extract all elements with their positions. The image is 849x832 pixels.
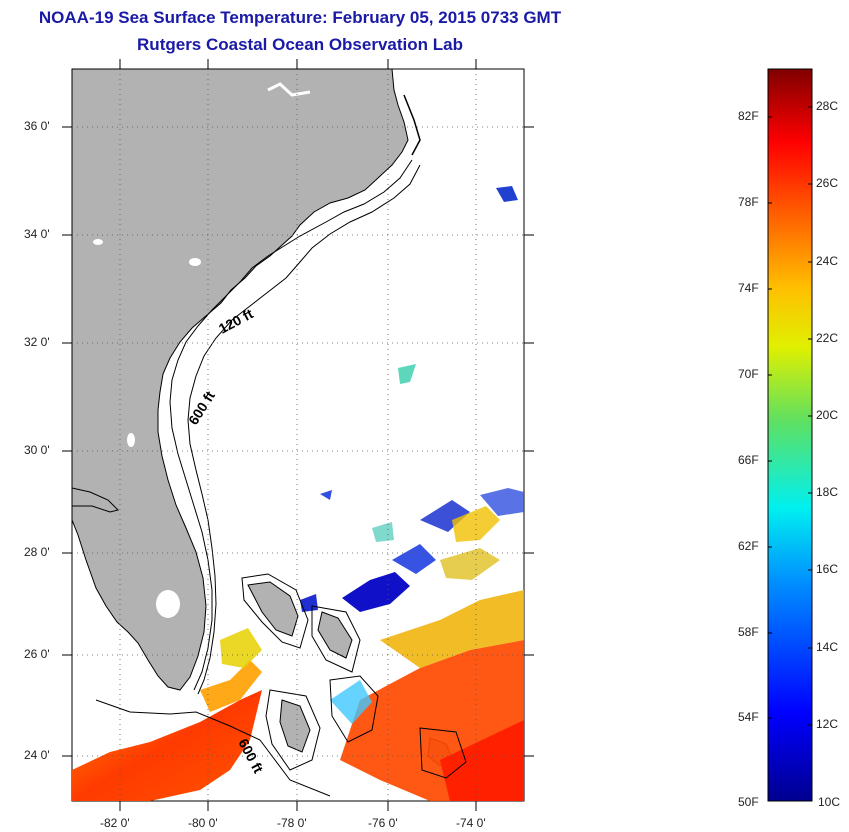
- colorbar-c-label: 10C: [818, 795, 841, 809]
- colorbar-c-label: 24C: [816, 254, 839, 268]
- grand-bahama: [247, 581, 299, 637]
- lon-label: -80 0': [188, 816, 218, 830]
- abaco: [317, 611, 353, 659]
- contour-south-600ft: [95, 699, 331, 797]
- contour-600ft: [187, 164, 421, 695]
- colorbar-f-label: 62F: [738, 539, 759, 553]
- lat-label: 32 0': [24, 335, 50, 349]
- sound: [267, 82, 311, 97]
- colorbar-f-label: 50F: [738, 795, 759, 809]
- contour-120ft: [169, 159, 413, 691]
- lon-label: -82 0': [100, 816, 130, 830]
- colorbar-c-label: 28C: [816, 99, 839, 113]
- colorbar-c-label: 26C: [816, 176, 839, 190]
- colorbar-c-label: 16C: [816, 562, 839, 576]
- colorbar-f-label: 54F: [738, 710, 759, 724]
- map-subtitle: Rutgers Coastal Ocean Observation Lab: [137, 35, 463, 54]
- lat-label: 24 0': [24, 748, 50, 762]
- colorbar-f-label: 66F: [738, 453, 759, 467]
- andros: [279, 699, 311, 753]
- sst-data-layer: [72, 186, 524, 801]
- land-mass: [72, 69, 409, 691]
- colorbar-f-label: 82F: [738, 109, 759, 123]
- lat-label: 30 0': [24, 443, 50, 457]
- panhandle: [72, 487, 119, 513]
- outer-banks: [403, 94, 421, 156]
- lon-label: -74 0': [456, 816, 486, 830]
- lake-okeechobee: [156, 590, 180, 618]
- lat-label: 26 0': [24, 647, 50, 661]
- lon-label: -78 0': [277, 816, 307, 830]
- colorbar-f-label: 74F: [738, 281, 759, 295]
- colorbar: [767, 68, 813, 802]
- contour-bahamas: [241, 573, 467, 779]
- lake: [93, 239, 103, 245]
- map-title: NOAA-19 Sea Surface Temperature: Februar…: [38, 8, 562, 27]
- colorbar-c-label: 12C: [816, 717, 839, 731]
- colorbar-c-label: 22C: [816, 331, 839, 345]
- colorbar-f-label: 70F: [738, 367, 759, 381]
- lake: [189, 258, 201, 266]
- lat-label: 36 0': [24, 119, 50, 133]
- colorbar-ticks: [768, 106, 812, 726]
- lon-label: -76 0': [368, 816, 398, 830]
- colorbar-c-label: 14C: [816, 640, 839, 654]
- lake: [127, 433, 135, 447]
- lat-label: 34 0': [24, 227, 50, 241]
- graticule: [72, 69, 524, 801]
- axis-ticks: [62, 59, 534, 811]
- colorbar-f-label: 58F: [738, 625, 759, 639]
- lat-label: 28 0': [24, 545, 50, 559]
- colorbar-c-label: 20C: [816, 408, 839, 422]
- colorbar-f-label: 78F: [738, 195, 759, 209]
- colorbar-c-label: 18C: [816, 485, 839, 499]
